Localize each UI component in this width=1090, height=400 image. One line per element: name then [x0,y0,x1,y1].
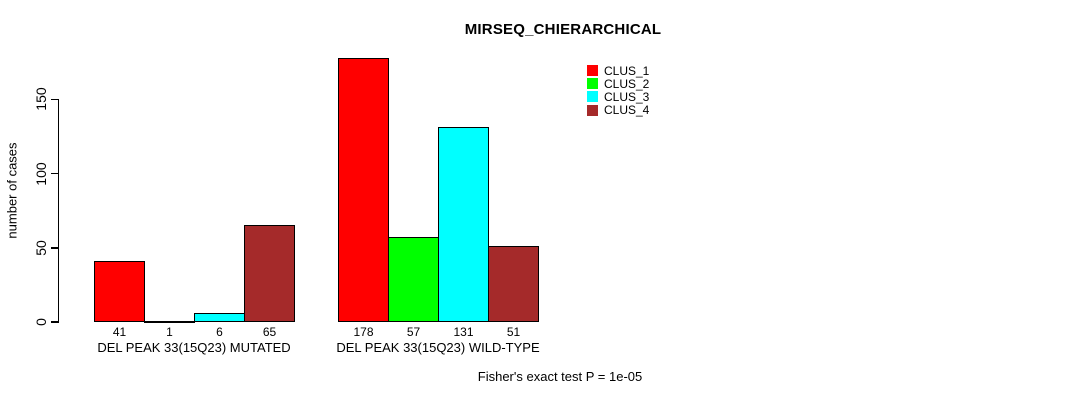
bar-value-label: 1 [166,325,173,339]
bar-clus_3-group1 [194,313,245,322]
bar-clus_4-group2 [488,246,539,322]
category-label: DEL PEAK 33(15Q23) MUTATED [97,340,291,355]
legend-label: CLUS_4 [604,103,650,118]
bar-value-label: 41 [112,325,127,339]
category-label: DEL PEAK 33(15Q23) WILD-TYPE [336,340,540,355]
y-tick-label: 150 [33,87,49,111]
y-tick-mark [51,321,59,323]
y-axis-label: number of cases [4,142,20,239]
bar-value-label: 131 [453,325,474,339]
y-tick-mark [51,98,59,100]
legend-item-clus_2: CLUS_2 [587,77,649,90]
bar-clus_2-group2 [388,237,439,322]
bar-value-label: 6 [216,325,223,339]
bar-value-label: 65 [262,325,277,339]
bar-clus_3-group2 [438,127,489,322]
bar-clus_2-group1 [144,321,195,323]
legend-swatch-icon [587,65,598,77]
legend-swatch-icon [587,78,598,90]
legend-item-clus_1: CLUS_1 [587,64,649,77]
chart-title: MIRSEQ_CHIERARCHICAL [464,21,662,38]
bar-clus_1-group2 [338,58,389,322]
bar-value-label: 57 [406,325,421,339]
y-tick-label: 50 [33,239,49,256]
legend-label: CLUS_3 [604,89,650,104]
legend-label: CLUS_1 [604,63,650,78]
y-axis-line [57,99,59,323]
legend-item-clus_4: CLUS_4 [587,104,649,117]
fisher-test-pvalue: Fisher's exact test P = 1e-05 [477,369,643,384]
legend-swatch-icon [587,91,598,103]
y-tick-label: 100 [33,161,49,186]
y-tick-mark [51,172,59,175]
bar-value-label: 178 [353,325,374,339]
bar-value-label: 51 [506,325,521,339]
bar-clus_1-group1 [94,261,145,322]
bar-clus_4-group1 [244,225,295,322]
legend-item-clus_3: CLUS_3 [587,90,649,103]
legend-swatch-icon [587,104,598,116]
legend: CLUS_1 CLUS_2 CLUS_3 CLUS_4 [587,64,649,117]
legend-label: CLUS_2 [604,76,650,91]
y-tick-mark [51,247,59,249]
